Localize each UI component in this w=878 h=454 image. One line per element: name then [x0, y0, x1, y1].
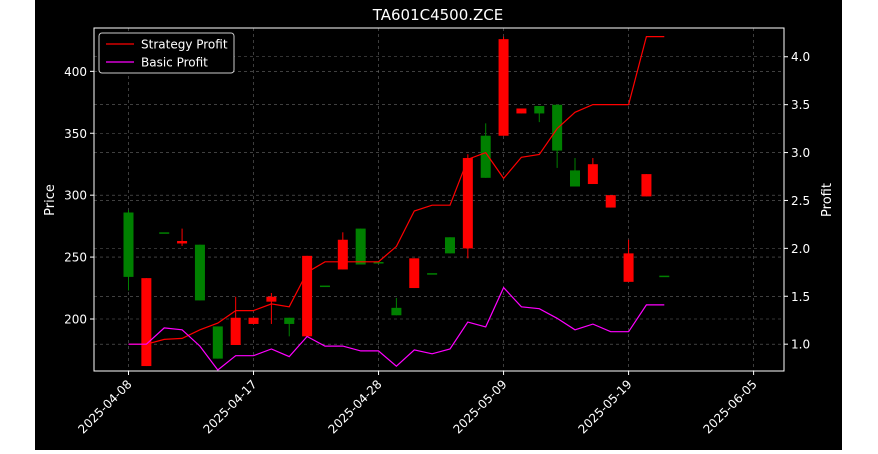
strategy-profit-line — [128, 35, 665, 345]
y-tick-label-left: 200 — [64, 312, 87, 326]
y-tick-label-left: 350 — [64, 127, 87, 141]
x-tick-label: 2025-04-08 — [75, 377, 134, 436]
plot-frame — [93, 27, 785, 372]
y-axis-label-left: Price — [43, 184, 58, 216]
y-tick-label-right: 4.0 — [791, 50, 810, 64]
candle-body — [552, 104, 563, 151]
candle-body — [194, 244, 205, 301]
x-tick-label: 2025-06-05 — [701, 377, 760, 436]
candle-body — [159, 232, 170, 234]
candle-body — [534, 106, 545, 114]
y-tick-label-left: 250 — [64, 251, 87, 265]
candle-body — [355, 228, 366, 265]
y-axis-label-right: Profit — [820, 183, 835, 217]
chart-title: TA601C4500.ZCE — [372, 6, 504, 24]
candles — [123, 36, 670, 367]
candle-body — [444, 237, 455, 254]
candle-body — [659, 275, 670, 278]
profit-lines — [128, 35, 665, 371]
candle-body — [462, 158, 473, 249]
candle-body — [427, 273, 438, 275]
x-tick-label: 2025-04-17 — [200, 377, 259, 436]
candle-body — [123, 212, 134, 277]
candle-body — [605, 195, 616, 208]
candle-body — [248, 317, 259, 324]
candle-body — [337, 239, 348, 270]
legend-label-strategy: Strategy Profit — [141, 38, 228, 52]
x-tick-label: 2025-04-28 — [325, 377, 384, 436]
candle-body — [480, 135, 491, 178]
candle-body — [587, 164, 598, 185]
y-tick-label-right: 1.5 — [791, 290, 810, 304]
candle-body — [319, 285, 330, 288]
candle-body — [373, 262, 384, 264]
candle-body — [391, 307, 402, 316]
x-ticks: 2025-04-08 2025-04-17 2025-04-28 2025-05-09… — [75, 371, 760, 436]
y-tick-label-right: 1.0 — [791, 338, 810, 352]
y-tick-label-left: 400 — [64, 65, 87, 79]
chart-figure: TA601C4500.ZCE 200 250 300 350 400 1.0 1.5 2.0… — [35, 0, 842, 450]
candle-body — [302, 255, 313, 337]
left-y-ticks: 200 250 300 350 400 — [64, 65, 94, 326]
y-tick-label-right: 3.0 — [791, 146, 810, 160]
candle-body — [230, 317, 241, 345]
candle-body — [516, 108, 527, 114]
basic-profit-line — [128, 286, 665, 371]
legend: Strategy Profit Basic Profit — [98, 32, 235, 74]
candle-body — [284, 317, 295, 324]
right-y-ticks: 1.0 1.5 2.0 2.5 3.0 3.5 4.0 — [784, 50, 810, 352]
candle-body — [623, 253, 634, 282]
candle-body — [641, 174, 652, 197]
x-tick-label: 2025-05-09 — [450, 377, 509, 436]
legend-label-basic: Basic Profit — [141, 56, 208, 70]
candle-body — [570, 170, 580, 187]
y-tick-label-right: 3.5 — [791, 98, 810, 112]
candle-body — [141, 278, 152, 367]
candle-body — [409, 258, 420, 289]
y-tick-label-right: 2.5 — [791, 194, 810, 208]
candlestick-chart: TA601C4500.ZCE 200 250 300 350 400 1.0 1.5 2.0… — [43, 6, 835, 436]
candle-body — [266, 296, 277, 302]
grid — [94, 28, 784, 371]
legend-box — [98, 32, 235, 74]
candle-body — [498, 39, 509, 136]
x-tick-label: 2025-05-19 — [575, 377, 634, 436]
candle-body — [177, 240, 188, 244]
y-tick-label-left: 300 — [64, 189, 87, 203]
y-tick-label-right: 2.0 — [791, 242, 810, 256]
candle-body — [212, 326, 223, 359]
